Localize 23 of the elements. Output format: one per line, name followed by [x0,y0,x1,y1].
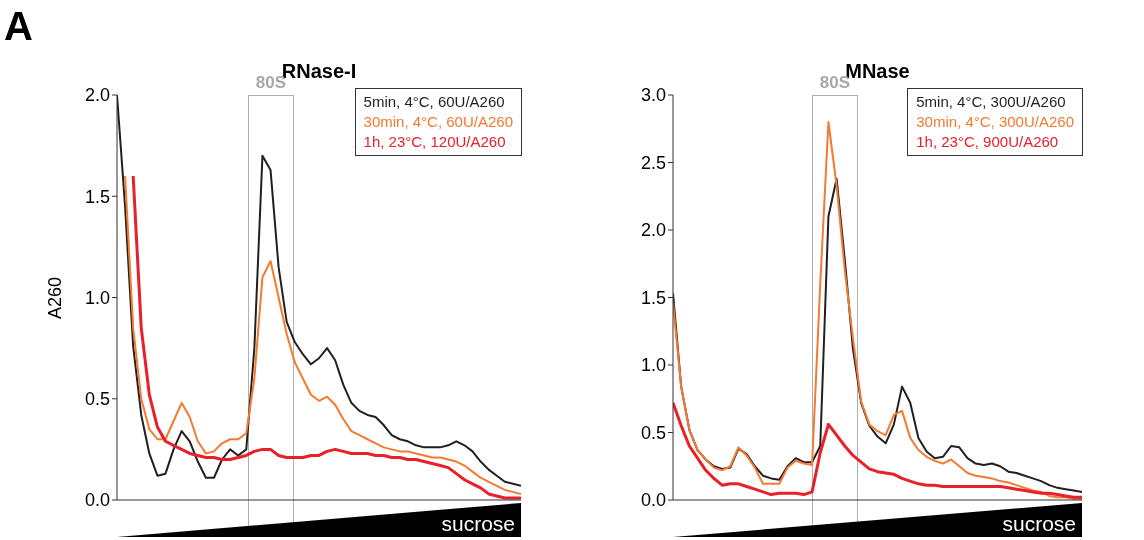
y-tick-label: 3.0 [640,85,666,106]
text: sucrose [1002,512,1076,536]
y-tick-label: 1.5 [640,287,666,308]
y-tick-label: 2.0 [84,85,110,106]
y-tick-label: 2.5 [640,152,666,173]
y-tick-label: 0.5 [640,422,666,443]
text: 30min, 4°C, 60U/A260 [363,112,513,132]
y-tick-label: 0.0 [84,490,110,511]
text: 30min, 4°C, 300U/A260 [916,112,1074,132]
y-tick-label: 2.0 [640,220,666,241]
y-axis-title: A260 [45,275,66,321]
line-series [673,177,1082,493]
y-tick-label: 0.0 [640,490,666,511]
text: sucrose [441,512,515,536]
y-tick-label: 1.0 [84,287,110,308]
text: 1h, 23°C, 900U/A260 [916,132,1060,152]
text: 5min, 4°C, 300U/A260 [916,92,1067,112]
y-tick-label: 1.5 [84,186,110,207]
y-tick-label: 0.5 [84,389,110,410]
text: A [4,4,33,49]
y-tick-label: 1.0 [640,355,666,376]
text: 1h, 23°C, 120U/A260 [363,132,507,152]
text: 5min, 4°C, 60U/A260 [363,92,506,112]
